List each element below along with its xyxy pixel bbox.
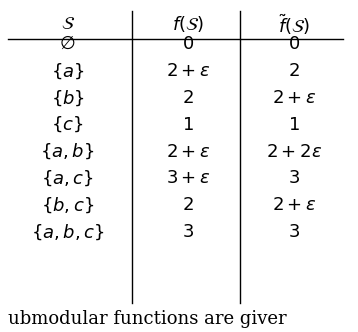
- Text: $\{b\}$: $\{b\}$: [50, 88, 84, 108]
- Text: $\{a,b\}$: $\{a,b\}$: [40, 142, 95, 161]
- Text: ubmodular functions are giver: ubmodular functions are giver: [8, 310, 287, 328]
- Text: $\{a\}$: $\{a\}$: [51, 61, 84, 81]
- Text: $3$: $3$: [288, 169, 300, 188]
- Text: $\mathcal{S}$: $\mathcal{S}$: [61, 15, 74, 33]
- Text: $2 + \varepsilon$: $2 + \varepsilon$: [272, 196, 316, 214]
- Text: $\emptyset$: $\emptyset$: [59, 35, 76, 53]
- Text: $3 + \varepsilon$: $3 + \varepsilon$: [165, 169, 210, 188]
- Text: $0$: $0$: [288, 35, 300, 53]
- Text: $1$: $1$: [182, 116, 194, 134]
- Text: $f(\mathcal{S})$: $f(\mathcal{S})$: [172, 14, 204, 34]
- Text: $\{c\}$: $\{c\}$: [51, 115, 84, 134]
- Text: $2$: $2$: [288, 62, 300, 80]
- Text: $3$: $3$: [182, 223, 194, 241]
- Text: $1$: $1$: [288, 116, 300, 134]
- Text: $\tilde{f}(\mathcal{S})$: $\tilde{f}(\mathcal{S})$: [278, 12, 310, 37]
- Text: $2 + \varepsilon$: $2 + \varepsilon$: [272, 89, 316, 107]
- Text: $2 + 2\varepsilon$: $2 + 2\varepsilon$: [266, 142, 322, 161]
- Text: $\{a,c\}$: $\{a,c\}$: [41, 169, 94, 188]
- Text: $2$: $2$: [182, 89, 194, 107]
- Text: $2 + \varepsilon$: $2 + \varepsilon$: [165, 142, 210, 161]
- Text: $2$: $2$: [182, 196, 194, 214]
- Text: $2 + \varepsilon$: $2 + \varepsilon$: [165, 62, 210, 80]
- Text: $0$: $0$: [182, 35, 194, 53]
- Text: $3$: $3$: [288, 223, 300, 241]
- Text: $\{a,b,c\}$: $\{a,b,c\}$: [31, 222, 104, 242]
- Text: $\{b,c\}$: $\{b,c\}$: [41, 196, 94, 215]
